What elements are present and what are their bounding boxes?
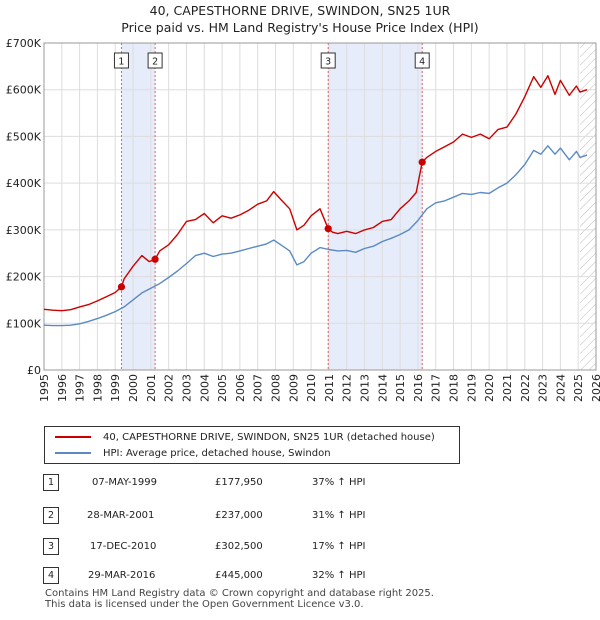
projection-hatch [579,43,596,370]
x-tick-label: 2020 [483,374,496,402]
y-tick-label: £100K [6,317,42,330]
x-tick-label: 1998 [91,374,104,402]
sale-label-box [147,52,163,69]
sale-point [151,255,159,263]
legend-item-hpi: HPI: Average price, detached house, Swin… [55,446,331,460]
x-tick-label: 2024 [554,374,567,402]
x-tick-label: 1995 [38,374,51,402]
x-tick-label: 1997 [74,374,87,402]
legend-label-hpi: HPI: Average price, detached house, Swin… [103,447,331,459]
sale-price: £302,500 [215,541,263,552]
sale-label-box [113,52,129,69]
x-tick-label: 1999 [109,374,122,402]
sale-point [117,283,126,291]
legend-label-property: 40, CAPESTHORNE DRIVE, SWINDON, SN25 1UR… [103,431,435,443]
x-tick-label: 2004 [198,374,211,402]
x-tick-label: 2013 [359,374,372,402]
sale-date: 29-MAR-2016 [88,570,156,581]
y-tick-label: £400K [6,177,42,190]
x-tick-label: 2026 [590,374,600,402]
x-tick-label: 2002 [163,374,176,402]
sale-row: 3 17-DEC-2010 £302,500 17% ↑ HPI [0,538,600,558]
sale-price: £177,950 [215,477,263,488]
y-tick-label: £500K [6,130,42,143]
sale-row: 1 07-MAY-1999 £177,950 37% ↑ HPI [0,474,600,494]
sale-label-number: 3 [325,57,331,68]
x-tick-label: 2025 [572,374,585,402]
plot-border [43,42,597,371]
x-tick-label: 2001 [145,374,158,402]
x-tick-label: 2006 [234,374,247,402]
sale-point [418,158,426,166]
x-tick-label: 2022 [519,374,532,402]
sale-date: 17-DEC-2010 [90,541,157,552]
chart-title: 40, CAPESTHORNE DRIVE, SWINDON, SN25 1UR [149,3,451,18]
x-tick-label: 2008 [269,374,282,402]
y-tick-label: £600K [6,84,42,97]
sale-label-box [320,52,336,69]
sale-price: £237,000 [215,510,263,521]
sale-hpi-change: 37% ↑ HPI [312,477,366,488]
legend: 40, CAPESTHORNE DRIVE, SWINDON, SN25 1UR… [44,426,460,464]
y-tick-label: £0 [27,364,41,377]
series-line [43,74,588,312]
x-tick-label: 2016 [412,374,425,402]
x-tick-label: 2003 [180,374,193,402]
x-tick-label: 2019 [465,374,478,402]
sale-label-box [414,52,430,69]
y-tick-label: £700K [6,37,42,50]
sale-point [324,225,332,233]
sale-row: 2 28-MAR-2001 £237,000 31% ↑ HPI [0,507,600,527]
x-tick-label: 1996 [56,374,69,402]
sale-hpi-change: 31% ↑ HPI [312,510,366,521]
x-tick-label: 2005 [216,374,229,402]
ownership-period-shade [121,43,156,370]
legend-swatch-hpi [55,452,91,454]
x-tick-label: 2011 [323,374,336,402]
y-tick-label: £200K [6,271,42,284]
sale-hpi-change: 32% ↑ HPI [312,570,366,581]
x-tick-label: 2021 [501,374,514,402]
x-tick-label: 2012 [341,374,354,402]
x-tick-label: 2000 [127,374,140,402]
legend-swatch-property [55,436,91,438]
x-tick-label: 2017 [430,374,443,402]
sale-number-badge: 4 [43,567,59,584]
price-chart: 1 2 3 4 £0 £100K £200K £300K £400K £500K £600K £700… [6,37,600,402]
sale-hpi-change: 17% ↑ HPI [312,541,366,552]
x-tick-label: 2009 [287,374,300,402]
sale-label-number: 2 [152,57,158,68]
x-tick-label: 2010 [305,374,318,402]
sale-row: 4 29-MAR-2016 £445,000 32% ↑ HPI [0,567,600,587]
x-tick-label: 2007 [252,374,265,402]
series-line [43,145,588,327]
chart-subtitle: Price paid vs. HM Land Registry's House … [121,20,479,35]
sale-number-badge: 3 [43,538,59,555]
sale-date: 28-MAR-2001 [87,510,155,521]
y-tick-label: £300K [6,224,42,237]
sale-price: £445,000 [215,570,263,581]
sale-number-badge: 2 [43,507,59,524]
sale-label-number: 1 [118,57,124,68]
legend-item-property: 40, CAPESTHORNE DRIVE, SWINDON, SN25 1UR… [55,430,435,444]
x-tick-label: 2018 [448,374,461,402]
footer-copyright: Contains HM Land Registry data © Crown c… [45,588,434,599]
sale-number-badge: 1 [43,474,59,491]
footer-licence: This data is licensed under the Open Gov… [45,599,364,610]
sale-label-number: 4 [419,57,425,68]
x-tick-label: 2015 [394,374,407,402]
sale-date: 07-MAY-1999 [92,477,158,488]
x-tick-label: 2014 [376,374,389,402]
x-tick-label: 2023 [537,374,550,402]
ownership-period-shade [328,43,423,370]
footer: Contains HM Land Registry data © Crown c… [45,588,434,610]
